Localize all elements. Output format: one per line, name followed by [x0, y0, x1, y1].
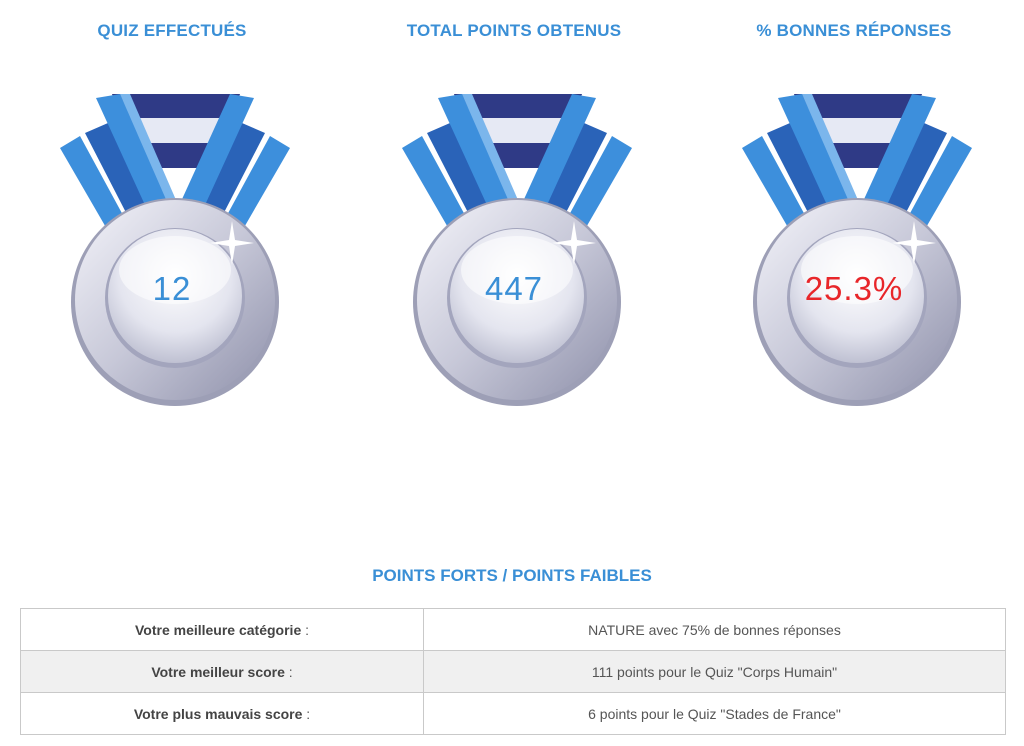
- table-row: Votre meilleure catégorie : NATURE avec …: [20, 608, 1006, 651]
- row-value: 111 points pour le Quiz "Corps Humain": [423, 650, 1006, 693]
- table-row: Votre plus mauvais score : 6 points pour…: [20, 692, 1006, 735]
- row-label-colon: :: [301, 621, 310, 638]
- table-row: Votre meilleur score : 111 points pour l…: [20, 650, 1006, 693]
- row-label: Votre meilleure catégorie :: [20, 608, 424, 651]
- stat-title: QUIZ EFFECTUÉS: [97, 21, 247, 40]
- row-label: Votre meilleur score :: [20, 650, 424, 693]
- section-title: POINTS FORTS / POINTS FAIBLES: [372, 566, 652, 585]
- stat-value: 12: [152, 270, 192, 307]
- row-label-text: Votre meilleur score: [151, 663, 285, 680]
- stat-title: TOTAL POINTS OBTENUS: [406, 21, 622, 40]
- row-label-colon: :: [302, 705, 311, 722]
- row-label-text: Votre meilleure catégorie: [134, 621, 302, 638]
- row-label: Votre plus mauvais score :: [20, 692, 424, 735]
- stat-value: 447: [484, 270, 544, 307]
- row-value: 6 points pour le Quiz "Stades de France": [423, 692, 1006, 735]
- stat-title: % BONNES RÉPONSES: [756, 21, 952, 40]
- stat-value: 25.3%: [804, 270, 904, 307]
- row-label-colon: :: [284, 663, 293, 680]
- summary-table: Votre meilleure catégorie : NATURE avec …: [20, 608, 1006, 735]
- medal-graphic: [60, 94, 290, 406]
- medal-graphic: [742, 94, 972, 406]
- medal-graphic: [402, 94, 632, 406]
- row-value: NATURE avec 75% de bonnes réponses: [423, 608, 1006, 651]
- row-label-text: Votre plus mauvais score: [133, 705, 303, 722]
